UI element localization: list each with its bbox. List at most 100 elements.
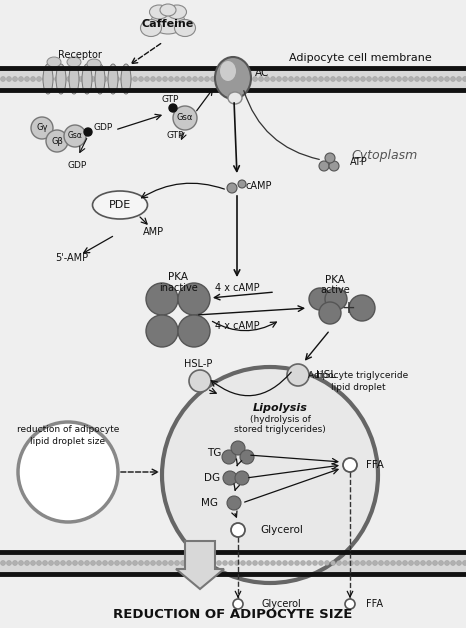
Circle shape [115, 561, 119, 565]
Circle shape [163, 77, 167, 82]
Circle shape [115, 77, 119, 82]
Circle shape [235, 471, 249, 485]
Circle shape [132, 77, 137, 82]
Circle shape [325, 153, 335, 163]
Circle shape [397, 77, 402, 82]
Circle shape [163, 561, 167, 565]
Circle shape [349, 561, 354, 565]
Circle shape [265, 77, 269, 82]
Circle shape [372, 561, 377, 565]
Text: inactive: inactive [158, 283, 198, 293]
Circle shape [30, 77, 35, 82]
Circle shape [439, 77, 444, 82]
Circle shape [282, 561, 288, 565]
Circle shape [420, 77, 425, 82]
Circle shape [432, 77, 438, 82]
Text: lipid droplet size: lipid droplet size [30, 436, 106, 445]
Circle shape [144, 77, 150, 82]
Circle shape [318, 77, 323, 82]
Ellipse shape [56, 64, 66, 94]
Circle shape [361, 77, 365, 82]
Text: GDP: GDP [68, 161, 87, 170]
Text: FFA: FFA [366, 460, 384, 470]
Ellipse shape [150, 5, 169, 19]
Ellipse shape [151, 10, 185, 34]
Circle shape [270, 561, 275, 565]
Circle shape [162, 367, 378, 583]
Ellipse shape [228, 92, 242, 104]
Circle shape [222, 561, 227, 565]
Circle shape [64, 125, 86, 147]
Circle shape [19, 77, 23, 82]
Circle shape [307, 561, 311, 565]
Circle shape [288, 77, 294, 82]
Circle shape [276, 561, 281, 565]
Circle shape [403, 561, 407, 565]
Circle shape [109, 77, 114, 82]
Circle shape [103, 77, 108, 82]
Circle shape [25, 77, 29, 82]
Circle shape [366, 77, 371, 82]
Circle shape [313, 561, 317, 565]
Circle shape [67, 77, 71, 82]
Circle shape [174, 561, 179, 565]
Circle shape [96, 561, 102, 565]
Circle shape [295, 77, 300, 82]
Circle shape [18, 422, 118, 522]
Circle shape [67, 561, 71, 565]
Circle shape [192, 561, 198, 565]
Circle shape [445, 77, 450, 82]
Circle shape [329, 161, 339, 171]
Circle shape [253, 561, 258, 565]
Circle shape [240, 561, 246, 565]
Circle shape [451, 77, 455, 82]
Circle shape [420, 561, 425, 565]
Ellipse shape [92, 191, 148, 219]
Text: Receptor: Receptor [58, 50, 102, 60]
Circle shape [126, 77, 131, 82]
Ellipse shape [87, 59, 101, 69]
Circle shape [157, 77, 162, 82]
Circle shape [205, 77, 210, 82]
Text: ATP: ATP [350, 157, 368, 167]
Circle shape [180, 77, 185, 82]
Circle shape [211, 561, 215, 565]
Circle shape [103, 561, 108, 565]
Circle shape [319, 302, 341, 324]
Ellipse shape [160, 4, 176, 16]
Ellipse shape [69, 64, 79, 94]
Circle shape [217, 561, 221, 565]
Circle shape [253, 77, 258, 82]
Circle shape [355, 77, 359, 82]
Circle shape [126, 561, 131, 565]
Ellipse shape [174, 19, 196, 36]
Circle shape [13, 561, 18, 565]
Circle shape [227, 496, 241, 510]
Text: Lipolysis: Lipolysis [253, 403, 308, 413]
Circle shape [121, 561, 125, 565]
Text: MG: MG [201, 498, 219, 508]
Circle shape [174, 77, 179, 82]
Circle shape [144, 561, 150, 565]
Circle shape [186, 561, 192, 565]
Circle shape [234, 561, 240, 565]
Circle shape [90, 561, 96, 565]
Text: Adipocyte triglyceride: Adipocyte triglyceride [308, 371, 408, 379]
Text: Caffeine: Caffeine [142, 19, 194, 29]
Circle shape [287, 364, 309, 386]
Circle shape [169, 104, 177, 112]
Circle shape [55, 561, 60, 565]
Circle shape [46, 130, 68, 152]
Circle shape [462, 77, 466, 82]
Circle shape [240, 450, 254, 464]
Circle shape [295, 561, 300, 565]
Circle shape [228, 77, 233, 82]
Circle shape [96, 77, 102, 82]
Text: Glycerol: Glycerol [260, 525, 303, 535]
Text: 4 x cAMP: 4 x cAMP [215, 321, 259, 331]
Circle shape [90, 77, 96, 82]
Circle shape [138, 77, 144, 82]
Text: lipid droplet: lipid droplet [331, 382, 385, 391]
Circle shape [301, 77, 306, 82]
Circle shape [48, 77, 54, 82]
